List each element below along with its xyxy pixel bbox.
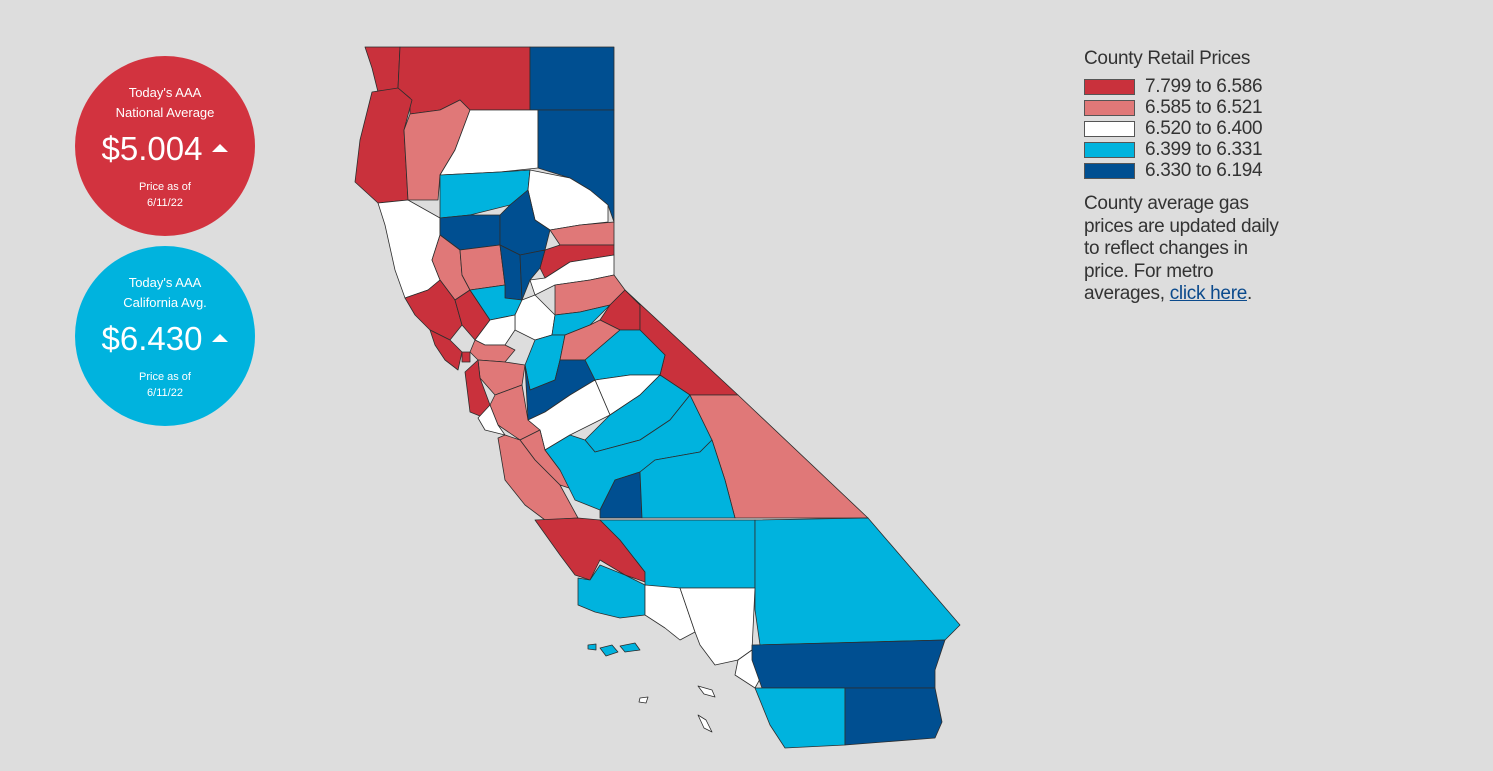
california-average-heading: Today's AAA California Avg. <box>123 275 207 310</box>
legend-note: County average gas prices are updated da… <box>1084 193 1279 304</box>
legend-range-label: 7.799 to 6.586 <box>1145 76 1263 97</box>
california-average-badge: Today's AAA California Avg. $6.430 Price… <box>75 246 255 426</box>
california-average-price: $6.430 <box>101 320 203 357</box>
legend-row: 6.520 to 6.400 <box>1084 118 1284 139</box>
county-san-bernardino[interactable] <box>754 517 961 646</box>
national-average-price: $5.004 <box>101 130 203 167</box>
metro-averages-link[interactable]: click here <box>1169 283 1248 304</box>
california-price-date: Price as of 6/11/22 <box>139 371 191 399</box>
legend-swatch <box>1084 162 1135 179</box>
county-san-diego[interactable] <box>754 687 846 749</box>
county-marin[interactable] <box>429 329 463 371</box>
county-humboldt[interactable] <box>354 87 413 204</box>
legend-swatch <box>1084 99 1135 116</box>
island-santa-catalina <box>697 685 716 698</box>
county-sacramento[interactable] <box>514 294 556 341</box>
legend-range-label: 6.520 to 6.400 <box>1145 118 1263 139</box>
county-colusa[interactable] <box>459 244 506 291</box>
national-average-heading: Today's AAA National Average <box>115 85 215 120</box>
legend-range-label: 6.399 to 6.331 <box>1145 139 1263 160</box>
county-modoc[interactable] <box>529 46 615 111</box>
legend-swatch <box>1084 120 1135 137</box>
county-mendocino[interactable] <box>377 199 441 299</box>
island-san-clemente <box>697 714 713 733</box>
price-legend: County Retail Prices 7.799 to 6.586 6.58… <box>1084 46 1284 306</box>
legend-row: 7.799 to 6.586 <box>1084 76 1284 97</box>
legend-swatch <box>1084 78 1135 95</box>
national-average-badge: Today's AAA National Average $5.004 Pric… <box>75 56 255 236</box>
legend-row: 6.399 to 6.331 <box>1084 139 1284 160</box>
county-sierra[interactable] <box>549 221 615 246</box>
island-anacapa <box>619 642 641 653</box>
county-riverside[interactable] <box>751 639 946 689</box>
county-san-francisco[interactable] <box>461 351 471 363</box>
island-san-nicolas <box>638 696 649 704</box>
island-santa-cruz <box>599 644 619 657</box>
legend-range-label: 6.330 to 6.194 <box>1145 160 1263 181</box>
up-triangle-icon <box>212 334 229 343</box>
legend-row: 6.585 to 6.521 <box>1084 97 1284 118</box>
county-contra-costa[interactable] <box>469 339 516 363</box>
county-santa-cruz[interactable] <box>477 404 506 436</box>
county-tulare[interactable] <box>639 439 736 519</box>
county-yuba[interactable] <box>519 249 546 301</box>
county-imperial[interactable] <box>844 687 943 746</box>
island-santa-rosa <box>587 643 597 651</box>
county-del-norte[interactable] <box>364 46 401 93</box>
county-los-angeles[interactable] <box>679 587 756 666</box>
legend-range-label: 6.585 to 6.521 <box>1145 97 1263 118</box>
national-price-date: Price as of 6/11/22 <box>139 181 191 209</box>
county-monterey[interactable] <box>497 434 579 521</box>
county-san-luis-obispo[interactable] <box>534 517 646 583</box>
legend-swatch <box>1084 141 1135 158</box>
legend-row: 6.330 to 6.194 <box>1084 160 1284 181</box>
up-triangle-icon <box>212 144 229 153</box>
legend-title: County Retail Prices <box>1084 48 1251 69</box>
